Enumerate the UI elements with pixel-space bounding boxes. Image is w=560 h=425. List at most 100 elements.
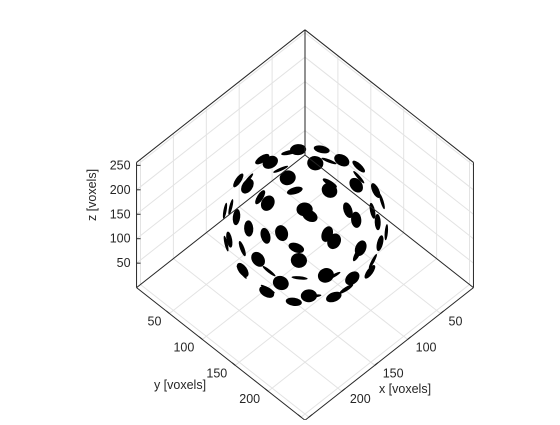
y-tick — [199, 336, 203, 340]
box-edge — [136, 154, 306, 289]
y-tick-label: 150 — [206, 366, 227, 380]
y-tick — [264, 388, 269, 392]
x-tick — [341, 388, 346, 392]
y-tick-label: 200 — [239, 392, 260, 406]
data-point — [354, 240, 367, 256]
data-point — [364, 264, 376, 279]
data-point — [226, 231, 233, 248]
gridline — [173, 258, 343, 392]
data-point — [321, 157, 337, 165]
data-point — [244, 220, 254, 237]
gridline — [136, 130, 306, 264]
data-point — [371, 183, 381, 199]
x-tick — [308, 414, 313, 418]
data-point — [281, 149, 298, 156]
y-tick — [166, 310, 170, 314]
gridline — [136, 81, 306, 215]
data-point — [322, 178, 337, 188]
box-edge — [136, 287, 306, 421]
data-point — [232, 209, 241, 226]
gridline — [304, 105, 474, 240]
data-point — [233, 173, 244, 188]
gridline — [300, 284, 470, 418]
z-tick-label: 100 — [110, 232, 131, 246]
data-point — [291, 276, 308, 280]
data-point — [228, 199, 234, 215]
data-point — [379, 193, 385, 210]
gridline — [304, 81, 474, 215]
data-point — [345, 271, 360, 286]
data-point — [272, 275, 289, 291]
data-point — [300, 289, 317, 303]
data-point — [376, 235, 384, 252]
x-tick-label: 100 — [416, 340, 437, 354]
data-point — [349, 177, 363, 193]
data-point — [313, 145, 330, 154]
gridline — [267, 258, 437, 392]
box-edge — [304, 287, 474, 421]
x-tick — [440, 310, 444, 314]
y-tick-label: 100 — [173, 340, 194, 354]
z-tick-label: 50 — [117, 256, 131, 270]
data-point — [288, 242, 305, 253]
z-tick-label: 150 — [110, 207, 131, 221]
gridline — [169, 180, 339, 314]
data-point — [255, 190, 266, 205]
data-point — [255, 153, 270, 165]
y-tick — [297, 414, 302, 418]
x-tick — [374, 362, 379, 366]
gridline — [202, 206, 372, 340]
data-point — [275, 225, 289, 242]
data-point — [286, 186, 303, 195]
x-axis-label: x [voxels] — [379, 382, 431, 396]
y-axis-label: y [voxels] — [154, 378, 206, 392]
gridline — [234, 232, 405, 366]
data-point — [334, 153, 350, 167]
z-tick-label: 200 — [110, 183, 131, 197]
data-point — [352, 160, 365, 173]
gridline — [136, 105, 306, 240]
box-edge — [304, 29, 474, 163]
data-point — [223, 235, 229, 252]
data-point — [351, 211, 362, 228]
data-point — [343, 202, 353, 218]
x-tick-label: 200 — [350, 392, 371, 406]
x-tick — [407, 336, 411, 340]
data-point — [222, 202, 228, 219]
gridline — [304, 130, 474, 264]
data-point — [326, 291, 342, 303]
data-point — [290, 252, 307, 268]
data-point — [302, 209, 318, 223]
data-point — [242, 173, 254, 187]
data-point — [238, 240, 246, 257]
data-point — [327, 233, 342, 250]
data-point — [273, 165, 289, 173]
gridline — [140, 284, 310, 418]
y-tick — [231, 362, 236, 366]
x-tick-label: 50 — [449, 315, 463, 329]
data-point — [251, 251, 265, 267]
gridline — [136, 56, 306, 191]
y-tick-label: 50 — [148, 315, 162, 329]
z-tick-label: 250 — [110, 158, 131, 172]
x-tick-label: 150 — [383, 366, 404, 380]
data-point — [279, 170, 296, 186]
data-point — [260, 195, 275, 211]
gridline — [304, 56, 474, 191]
data-point — [260, 227, 271, 244]
data-point — [368, 254, 377, 269]
gridline — [304, 32, 474, 166]
data-point — [339, 284, 354, 294]
data-point — [262, 266, 276, 277]
data-point — [384, 224, 389, 241]
z-axis-label: z [voxels] — [85, 169, 99, 221]
data-point — [353, 171, 365, 184]
data-point — [374, 214, 381, 231]
data-point — [236, 262, 249, 277]
data-point — [317, 268, 334, 283]
box-edge — [136, 29, 306, 163]
gridline — [136, 32, 306, 166]
data-point — [259, 286, 275, 298]
